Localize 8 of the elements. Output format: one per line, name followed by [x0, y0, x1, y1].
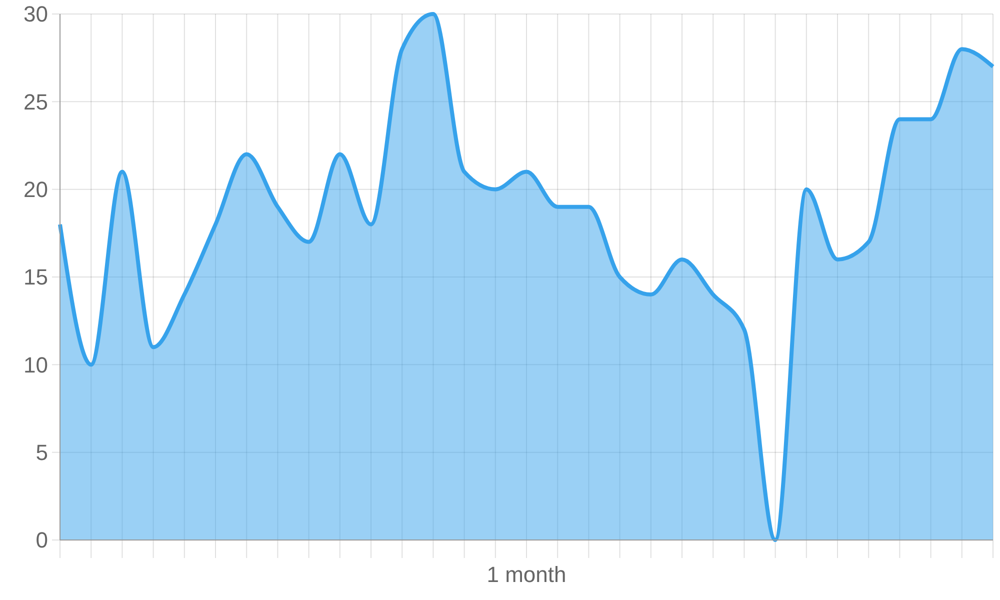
- y-tick-label: 20: [24, 177, 48, 202]
- y-tick-label: 5: [36, 440, 48, 466]
- x-axis-title: 1 month: [486, 562, 566, 587]
- y-tick-label: 10: [24, 352, 48, 378]
- y-tick-label: 25: [24, 89, 48, 114]
- y-tick-label: 30: [24, 2, 48, 27]
- y-tick-label: 0: [36, 528, 48, 553]
- y-tick-label: 15: [24, 264, 48, 290]
